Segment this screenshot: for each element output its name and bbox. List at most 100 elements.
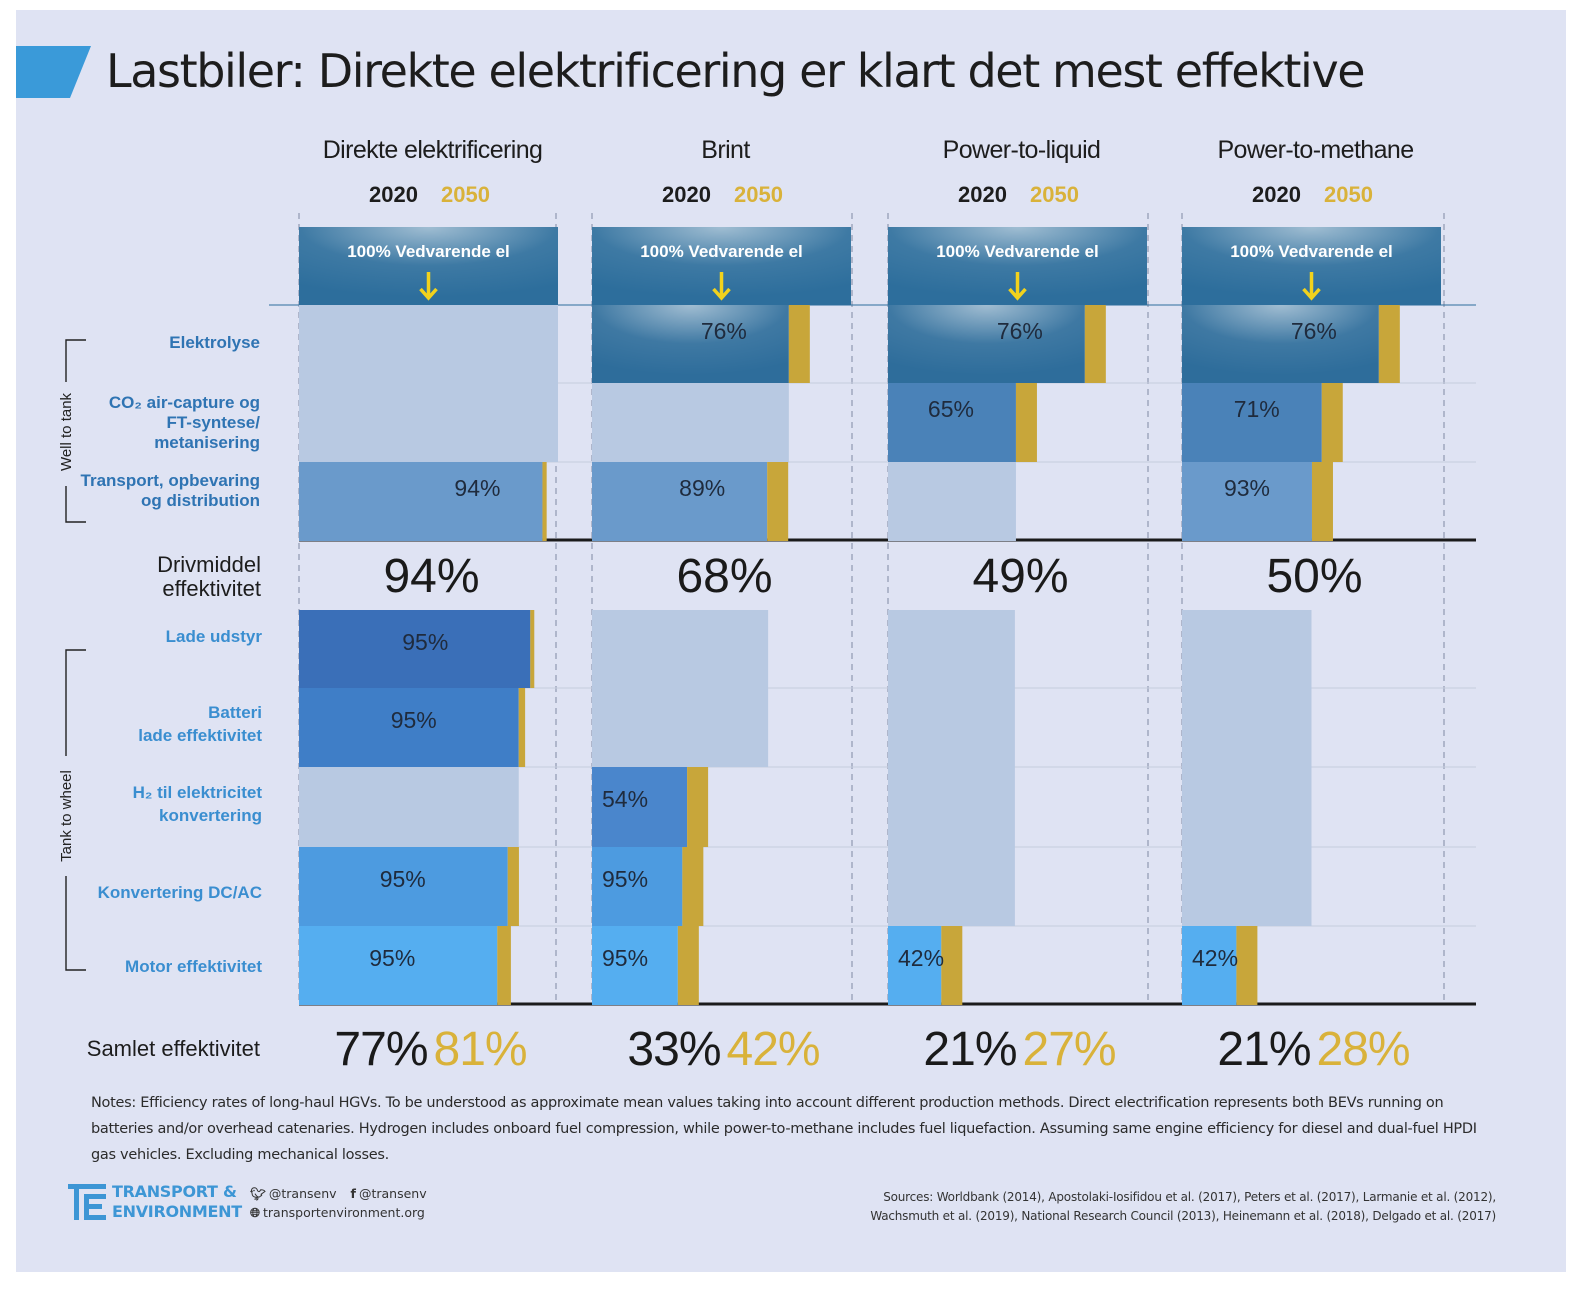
bar-ghost-direkte-elektrificering-elektrolyse bbox=[299, 305, 558, 383]
bar-ghost-power-to-liquid-h2-til-elektricitet-konvertering bbox=[888, 767, 1015, 847]
column-title-power-to-liquid: Power-to-liquid bbox=[943, 136, 1101, 164]
facebook-handle: @transenv bbox=[358, 1186, 427, 1201]
bar-value-brint-transport-opbevaring-og-distribution: 89% bbox=[679, 475, 725, 501]
total-2050-power-to-liquid: 27% bbox=[1023, 1023, 1116, 1076]
year-label-2020-power-to-methane: 2020 bbox=[1252, 182, 1301, 207]
row-label-co2-air-capture-og-ft-syntese-metanisering: CO₂ air-capture og FT-syntese/metaniserin… bbox=[109, 393, 260, 452]
bar-2050-brint-elektrolyse bbox=[788, 305, 810, 383]
bar-glow-power-to-liquid-elektrolyse bbox=[888, 305, 1085, 383]
bar-direkte-elektrificering-transport-opbevaring-og-distribution bbox=[299, 462, 543, 541]
bar-value-direkte-elektrificering-motor-effektivitet: 95% bbox=[369, 945, 415, 971]
column-title-direkte-elektrificering: Direkte elektrificering bbox=[323, 136, 543, 164]
bar-brint-transport-opbevaring-og-distribution bbox=[592, 462, 768, 541]
row-label-elektrolyse: Elektrolyse bbox=[169, 333, 260, 352]
website-link[interactable]: 🌐︎ transportenvironment.org bbox=[250, 1203, 427, 1222]
source-label-brint: 100% Vedvarende el bbox=[640, 242, 803, 261]
bar-2050-power-to-liquid-co2-air-capture-og-ft-syntese-metanisering bbox=[1015, 383, 1037, 462]
bar-brint-motor-effektivitet bbox=[592, 926, 678, 1005]
twitter-handle: @transenv bbox=[268, 1186, 337, 1201]
bar-ghost-power-to-methane-konvertering-dc-ac bbox=[1182, 847, 1312, 926]
year-label-2020-direkte-elektrificering: 2020 bbox=[369, 182, 418, 207]
transport-environment-logo-icon bbox=[68, 1184, 106, 1220]
sources-line-2: Wachsmuth et al. (2019), National Resear… bbox=[870, 1209, 1496, 1223]
bar-value-direkte-elektrificering-transport-opbevaring-og-distribution: 94% bbox=[454, 475, 500, 501]
bar-2050-direkte-elektrificering-konvertering-dc-ac bbox=[507, 847, 519, 926]
social-links: 🐦︎ @transenv f @transenv 🌐︎ transportenviro… bbox=[250, 1184, 427, 1222]
bar-ghost-power-to-methane-h2-til-elektricitet-konvertering bbox=[1182, 767, 1312, 847]
bar-direkte-elektrificering-batteri-lade-effektivitet bbox=[299, 688, 519, 767]
bar-ghost-power-to-methane-batteri-lade-effektivitet bbox=[1182, 688, 1312, 767]
bar-power-to-methane-co2-air-capture-og-ft-syntese-metanisering bbox=[1182, 383, 1322, 462]
bar-value-brint-motor-effektivitet: 95% bbox=[602, 945, 648, 971]
bar-power-to-methane-transport-opbevaring-og-distribution bbox=[1182, 462, 1312, 541]
down-arrow-icon-direkte-elektrificering bbox=[419, 272, 438, 301]
bar-2050-direkte-elektrificering-batteri-lade-effektivitet bbox=[518, 688, 526, 767]
fuel-efficiency-value-direkte-elektrificering: 94% bbox=[383, 550, 479, 603]
fuel-efficiency-value-power-to-liquid: 49% bbox=[972, 550, 1068, 603]
organisation-name: TRANSPORT & ENVIRONMENT bbox=[112, 1182, 242, 1222]
tank-to-wheel-label: Tank to wheel bbox=[58, 770, 75, 862]
total-2020-direkte-elektrificering: 77% bbox=[334, 1023, 427, 1076]
bar-2050-power-to-liquid-motor-effektivitet bbox=[941, 926, 963, 1005]
total-2020-power-to-methane: 21% bbox=[1217, 1023, 1310, 1076]
bar-glow-brint-elektrolyse bbox=[592, 305, 789, 383]
bar-direkte-elektrificering-lade-udstyr bbox=[299, 610, 531, 688]
bar-2050-power-to-methane-co2-air-capture-og-ft-syntese-metanisering bbox=[1321, 383, 1343, 462]
row-label-lade-udstyr: Lade udstyr bbox=[166, 627, 263, 646]
sources-line-1: Sources: Worldbank (2014), Apostolaki-Io… bbox=[883, 1190, 1496, 1204]
fuel-efficiency-value-brint: 68% bbox=[676, 550, 772, 603]
total-2020-brint: 33% bbox=[627, 1023, 720, 1076]
well-to-tank-label: Well to tank bbox=[58, 392, 75, 471]
bar-glow-power-to-methane-elektrolyse bbox=[1182, 305, 1379, 383]
total-efficiency-direkte-elektrificering: 77% 81% bbox=[334, 1023, 526, 1076]
bar-ghost-power-to-liquid-lade-udstyr bbox=[888, 610, 1015, 688]
twitter-link[interactable]: 🐦︎ @transenv f @transenv bbox=[250, 1184, 427, 1203]
year-label-2020-brint: 2020 bbox=[662, 182, 711, 207]
bar-value-direkte-elektrificering-batteri-lade-effektivitet: 95% bbox=[391, 707, 437, 733]
row-label-batteri-lade-effektivitet: Batteri lade effektivitet bbox=[138, 703, 262, 745]
bar-ghost-power-to-liquid-batteri-lade-effektivitet bbox=[888, 688, 1015, 767]
bar-2050-direkte-elektrificering-motor-effektivitet bbox=[497, 926, 511, 1005]
organisation-name-line2: ENVIRONMENT bbox=[112, 1202, 242, 1221]
bar-value-power-to-methane-motor-effektivitet: 42% bbox=[1192, 945, 1238, 971]
bar-value-power-to-liquid-motor-effektivitet: 42% bbox=[898, 945, 944, 971]
bar-value-power-to-liquid-co2-air-capture-og-ft-syntese-metanisering: 65% bbox=[928, 396, 974, 422]
facebook-icon: f bbox=[350, 1186, 356, 1201]
notes-text: Notes: Efficiency rates of long-haul HGV… bbox=[91, 1095, 1477, 1163]
bar-ghost-power-to-liquid-transport-opbevaring-og-distribution bbox=[888, 462, 1016, 541]
efficiency-chart: Elektrolyse CO₂ air-capture og FT-syntese/… bbox=[56, 136, 1476, 1076]
bar-value-direkte-elektrificering-lade-udstyr: 95% bbox=[402, 629, 448, 655]
organisation-name-line1: TRANSPORT & bbox=[112, 1182, 237, 1201]
down-arrow-icon-brint bbox=[712, 272, 731, 301]
bar-value-direkte-elektrificering-konvertering-dc-ac: 95% bbox=[380, 866, 426, 892]
column-title-power-to-methane: Power-to-methane bbox=[1217, 136, 1413, 164]
bar-2050-direkte-elektrificering-transport-opbevaring-og-distribution bbox=[542, 462, 547, 541]
total-efficiency-power-to-liquid: 21% 27% bbox=[923, 1023, 1115, 1076]
total-efficiency-brint: 33% 42% bbox=[627, 1023, 819, 1076]
bar-brint-konvertering-dc-ac bbox=[592, 847, 683, 926]
bar-2050-power-to-methane-elektrolyse bbox=[1378, 305, 1400, 383]
bar-ghost-brint-lade-udstyr bbox=[592, 610, 769, 688]
bar-2050-power-to-methane-transport-opbevaring-og-distribution bbox=[1311, 462, 1333, 541]
bar-ghost-brint-co2-air-capture-og-ft-syntese-metanisering bbox=[592, 383, 789, 462]
total-efficiency-label: Samlet effektivitet bbox=[87, 1036, 260, 1061]
source-label-direkte-elektrificering: 100% Vedvarende el bbox=[347, 242, 510, 261]
total-2050-brint: 42% bbox=[727, 1023, 820, 1076]
bar-direkte-elektrificering-motor-effektivitet bbox=[299, 926, 498, 1005]
column-title-brint: Brint bbox=[701, 136, 750, 164]
year-label-2050-power-to-methane: 2050 bbox=[1324, 182, 1373, 207]
twitter-icon: 🐦︎ bbox=[250, 1186, 266, 1201]
fuel-efficiency-value-power-to-methane: 50% bbox=[1266, 550, 1362, 603]
total-2020-power-to-liquid: 21% bbox=[923, 1023, 1016, 1076]
infographic-panel: Lastbiler: Direkte elektrificering er kl… bbox=[16, 10, 1566, 1272]
source-label-power-to-liquid: 100% Vedvarende el bbox=[936, 242, 1099, 261]
down-arrow-icon-power-to-methane bbox=[1302, 272, 1321, 301]
bar-ghost-brint-batteri-lade-effektivitet bbox=[592, 688, 769, 767]
bar-2050-direkte-elektrificering-lade-udstyr bbox=[530, 610, 535, 688]
total-2050-direkte-elektrificering: 81% bbox=[434, 1023, 527, 1076]
bar-2050-brint-h2-til-elektricitet-konvertering bbox=[687, 767, 709, 847]
year-label-2050-direkte-elektrificering: 2050 bbox=[441, 182, 490, 207]
bar-2050-brint-motor-effektivitet bbox=[677, 926, 699, 1005]
total-2050-power-to-methane: 28% bbox=[1317, 1023, 1410, 1076]
total-efficiency-power-to-methane: 21% 28% bbox=[1217, 1023, 1409, 1076]
